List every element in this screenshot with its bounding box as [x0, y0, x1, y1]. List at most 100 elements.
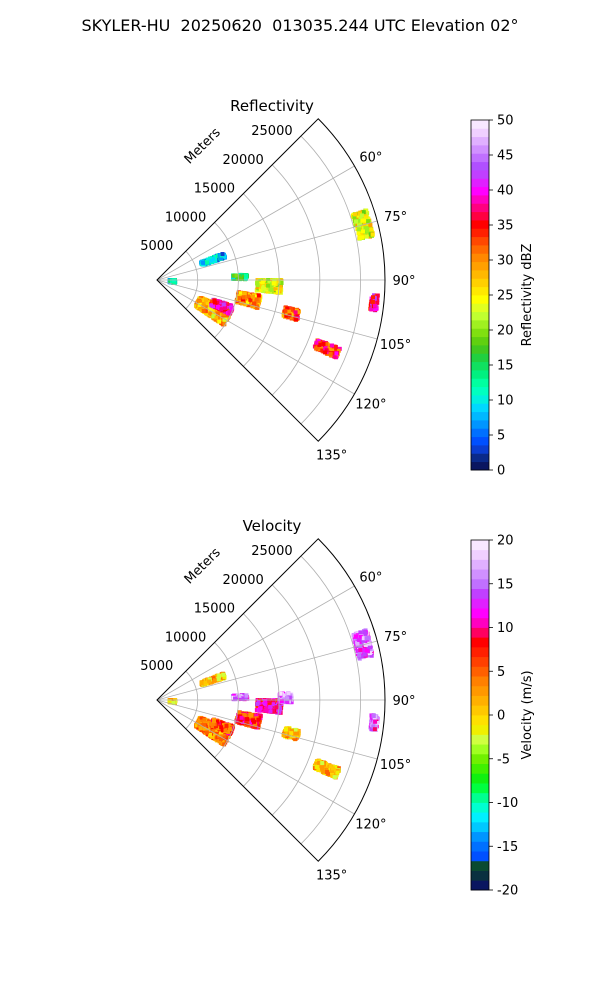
- echo-gate: [361, 210, 366, 215]
- echo-gate: [316, 339, 321, 344]
- echo-gate: [373, 307, 378, 312]
- echo-gate: [360, 229, 365, 234]
- echo-gate: [217, 319, 222, 324]
- colorbar-segment: [471, 328, 489, 338]
- echo-gate: [212, 300, 217, 305]
- echo-gate: [324, 342, 329, 347]
- colorbar-tick-label: 10: [497, 394, 514, 409]
- azimuth-tick-label: 135°: [316, 449, 347, 464]
- echo-gate: [293, 310, 298, 315]
- colorbar-tick-label: 20: [497, 324, 514, 339]
- colorbar-tick-label: 5: [497, 429, 505, 444]
- echo-gate: [356, 213, 361, 218]
- colorbar-segment: [471, 445, 489, 454]
- colorbar-tick-label: 35: [497, 219, 514, 234]
- colorbar-segment: [471, 395, 489, 404]
- colorbar-segment: [471, 245, 489, 254]
- echo-gate: [332, 354, 337, 359]
- echo-gate: [370, 232, 375, 237]
- echo-gate: [205, 301, 210, 306]
- echo-gate: [219, 307, 224, 312]
- echo-gate: [219, 321, 224, 326]
- echo-gate: [278, 284, 283, 289]
- echo-gate: [235, 298, 240, 303]
- echo-gate: [197, 723, 202, 728]
- colorbar-segment: [471, 186, 489, 196]
- echo-gate: [209, 258, 214, 263]
- echo-gate: [205, 260, 210, 265]
- echo-gate: [211, 309, 216, 314]
- echo-gate: [261, 288, 266, 293]
- echo-gate: [207, 307, 212, 312]
- azimuth-tick-label: 60°: [359, 151, 382, 166]
- echo-gate: [245, 300, 250, 305]
- echo-gate: [203, 723, 208, 728]
- reflectivity-panel: Reflectivity500010000150002000025000Mete…: [140, 97, 535, 479]
- echo-gate: [237, 296, 242, 301]
- echo-gate: [218, 730, 223, 735]
- echo-gate: [260, 286, 265, 291]
- echo-gate: [266, 283, 271, 288]
- echo-gate: [257, 282, 262, 287]
- echo-gate: [221, 302, 226, 307]
- echo-gate: [372, 303, 377, 308]
- echo-gate: [222, 723, 227, 728]
- colorbar-tick-label: 30: [497, 254, 514, 269]
- colorbar-segment: [471, 453, 489, 463]
- echo-region: [254, 278, 284, 295]
- colorbar-segment: [471, 270, 489, 279]
- echo-region: [234, 710, 263, 730]
- sector-outline: [156, 118, 386, 442]
- echo-gate: [222, 742, 227, 747]
- echo-gate: [269, 287, 274, 292]
- echo-gate: [357, 235, 362, 240]
- echo-gate: [273, 284, 278, 289]
- echo-gate: [224, 723, 229, 728]
- echo-gate: [364, 208, 369, 213]
- colorbar-segment: [471, 361, 489, 371]
- colorbar-segment: [471, 153, 489, 163]
- colorbar-segment: [471, 211, 489, 221]
- echo-gate: [242, 291, 247, 296]
- colorbar-segment: [471, 386, 489, 396]
- echo-gate: [255, 722, 260, 727]
- colorbar-tick-label: 40: [497, 184, 514, 199]
- radial-tick-label: 10000: [165, 210, 206, 225]
- echo-gate: [240, 713, 245, 718]
- echo-gate: [207, 732, 212, 737]
- echo-gate: [256, 293, 261, 298]
- echo-returns: [167, 208, 380, 360]
- colorbar-segment: [471, 461, 489, 471]
- echo-gate: [250, 304, 255, 309]
- colorbar-segment: [471, 161, 489, 171]
- echo-returns: [167, 628, 380, 780]
- colorbar-segment: [471, 145, 489, 154]
- echo-gate: [238, 276, 243, 281]
- echo-gate: [257, 719, 262, 724]
- colorbar-segment: [471, 403, 489, 413]
- echo-gate: [334, 351, 339, 356]
- radial-tick-label: 5000: [140, 239, 173, 254]
- echo-gate: [333, 347, 338, 352]
- echo-gate: [369, 227, 374, 232]
- echo-gate: [332, 350, 337, 355]
- echo-gate: [223, 728, 228, 733]
- echo-gate: [364, 214, 369, 219]
- echo-gate: [281, 313, 286, 318]
- colorbar-segment: [471, 253, 489, 263]
- echo-gate: [201, 303, 206, 308]
- echo-region: [312, 338, 342, 360]
- echo-gate: [356, 231, 361, 236]
- echo-gate: [226, 734, 231, 739]
- radial-tick-label: 25000: [251, 124, 292, 139]
- azimuth-spoke: [156, 165, 355, 281]
- echo-gate: [252, 294, 257, 299]
- echo-gate: [221, 319, 226, 324]
- echo-gate: [214, 315, 219, 320]
- echo-gate: [210, 734, 215, 739]
- echo-region: [368, 293, 380, 313]
- colorbar-segment: [471, 128, 489, 138]
- figure-title: SKYLER-HU 20250620 013035.244 UTC Elevat…: [81, 16, 519, 35]
- echo-gate: [201, 298, 206, 303]
- echo-region: [350, 208, 375, 241]
